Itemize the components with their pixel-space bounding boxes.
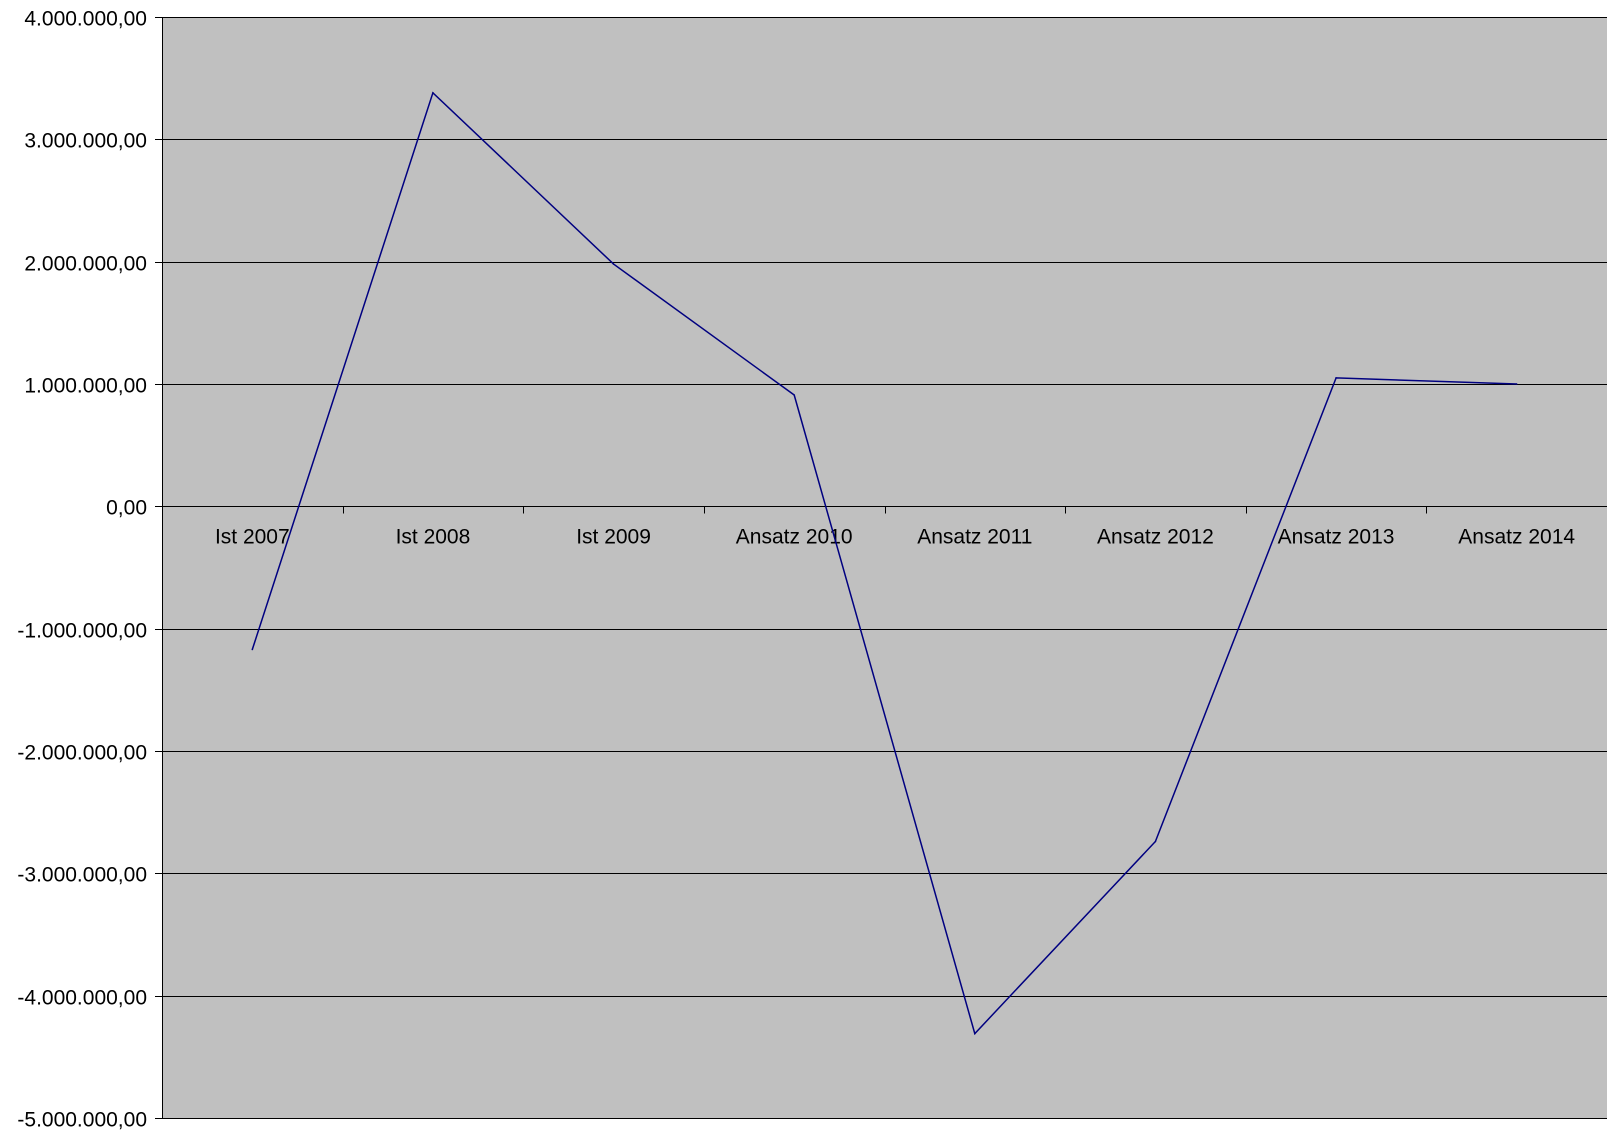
y-tick-label: -1.000.000,00 [17, 620, 147, 643]
data-point [612, 263, 615, 265]
x-tick-label: Ansatz 2013 [1278, 525, 1395, 548]
data-point [1515, 383, 1518, 385]
x-tick-label: Ansatz 2011 [917, 525, 1032, 548]
x-tick-label: Ansatz 2014 [1458, 525, 1575, 548]
y-tick-label: -2.000.000,00 [17, 742, 147, 765]
y-tick-label: 2.000.000,00 [24, 253, 147, 276]
data-point [432, 92, 434, 94]
data-point [1154, 840, 1157, 843]
series-line [251, 91, 1517, 1036]
x-tick-label: Ansatz 2012 [1097, 525, 1214, 548]
data-point [974, 1032, 976, 1035]
plot-area [162, 17, 1607, 1118]
data-point [1335, 377, 1337, 379]
y-tick-label: 1.000.000,00 [24, 375, 147, 398]
data-point [251, 648, 254, 651]
y-tick-label: 4.000.000,00 [24, 8, 147, 31]
y-tick-label: 0,00 [106, 497, 147, 520]
x-tick-label: Ansatz 2010 [736, 525, 853, 548]
y-tick-label: -4.000.000,00 [17, 987, 147, 1010]
y-tick-label: -3.000.000,00 [17, 864, 147, 887]
data-point [793, 394, 795, 396]
x-tick-label: Ist 2007 [215, 525, 290, 548]
y-tick-label: -5.000.000,00 [17, 1109, 147, 1131]
x-tick-label: Ist 2009 [576, 525, 651, 548]
x-tick-label: Ist 2008 [396, 525, 471, 548]
y-tick-label: 3.000.000,00 [24, 130, 147, 153]
